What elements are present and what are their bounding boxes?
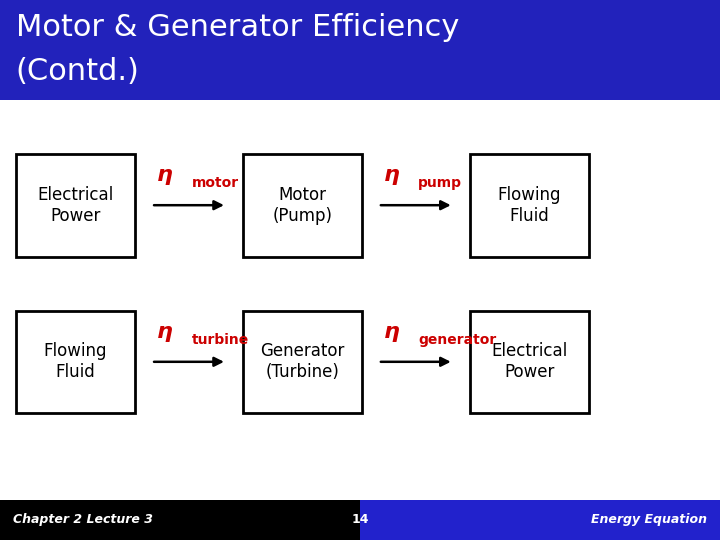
Text: η: η [384, 321, 400, 341]
Bar [360, 500, 720, 540]
Bar [16, 154, 135, 256]
Text: Flowing
Fluid: Flowing Fluid [498, 186, 561, 225]
Text: Motor & Generator Efficiency: Motor & Generator Efficiency [16, 14, 459, 43]
Bar [243, 154, 361, 256]
Text: Electrical
Power: Electrical Power [37, 186, 114, 225]
Text: Motor
(Pump): Motor (Pump) [272, 186, 333, 225]
Text: (Contd.): (Contd.) [16, 57, 140, 86]
Text: η: η [157, 321, 173, 341]
Text: Flowing
Fluid: Flowing Fluid [44, 342, 107, 381]
Bar [469, 154, 589, 256]
Text: generator: generator [418, 333, 497, 347]
Text: Electrical
Power: Electrical Power [491, 342, 567, 381]
Text: η: η [384, 165, 400, 185]
Bar [0, 0, 720, 100]
Text: turbine: turbine [192, 333, 249, 347]
Text: motor: motor [192, 177, 238, 191]
Text: Energy Equation: Energy Equation [591, 513, 707, 526]
Bar [0, 500, 360, 540]
Text: Generator
(Turbine): Generator (Turbine) [260, 342, 345, 381]
Text: pump: pump [418, 177, 462, 191]
Text: 14: 14 [351, 513, 369, 526]
Text: η: η [157, 165, 173, 185]
Bar [16, 310, 135, 413]
Text: Chapter 2 Lecture 3: Chapter 2 Lecture 3 [13, 513, 153, 526]
Bar [469, 310, 589, 413]
Bar [243, 310, 361, 413]
